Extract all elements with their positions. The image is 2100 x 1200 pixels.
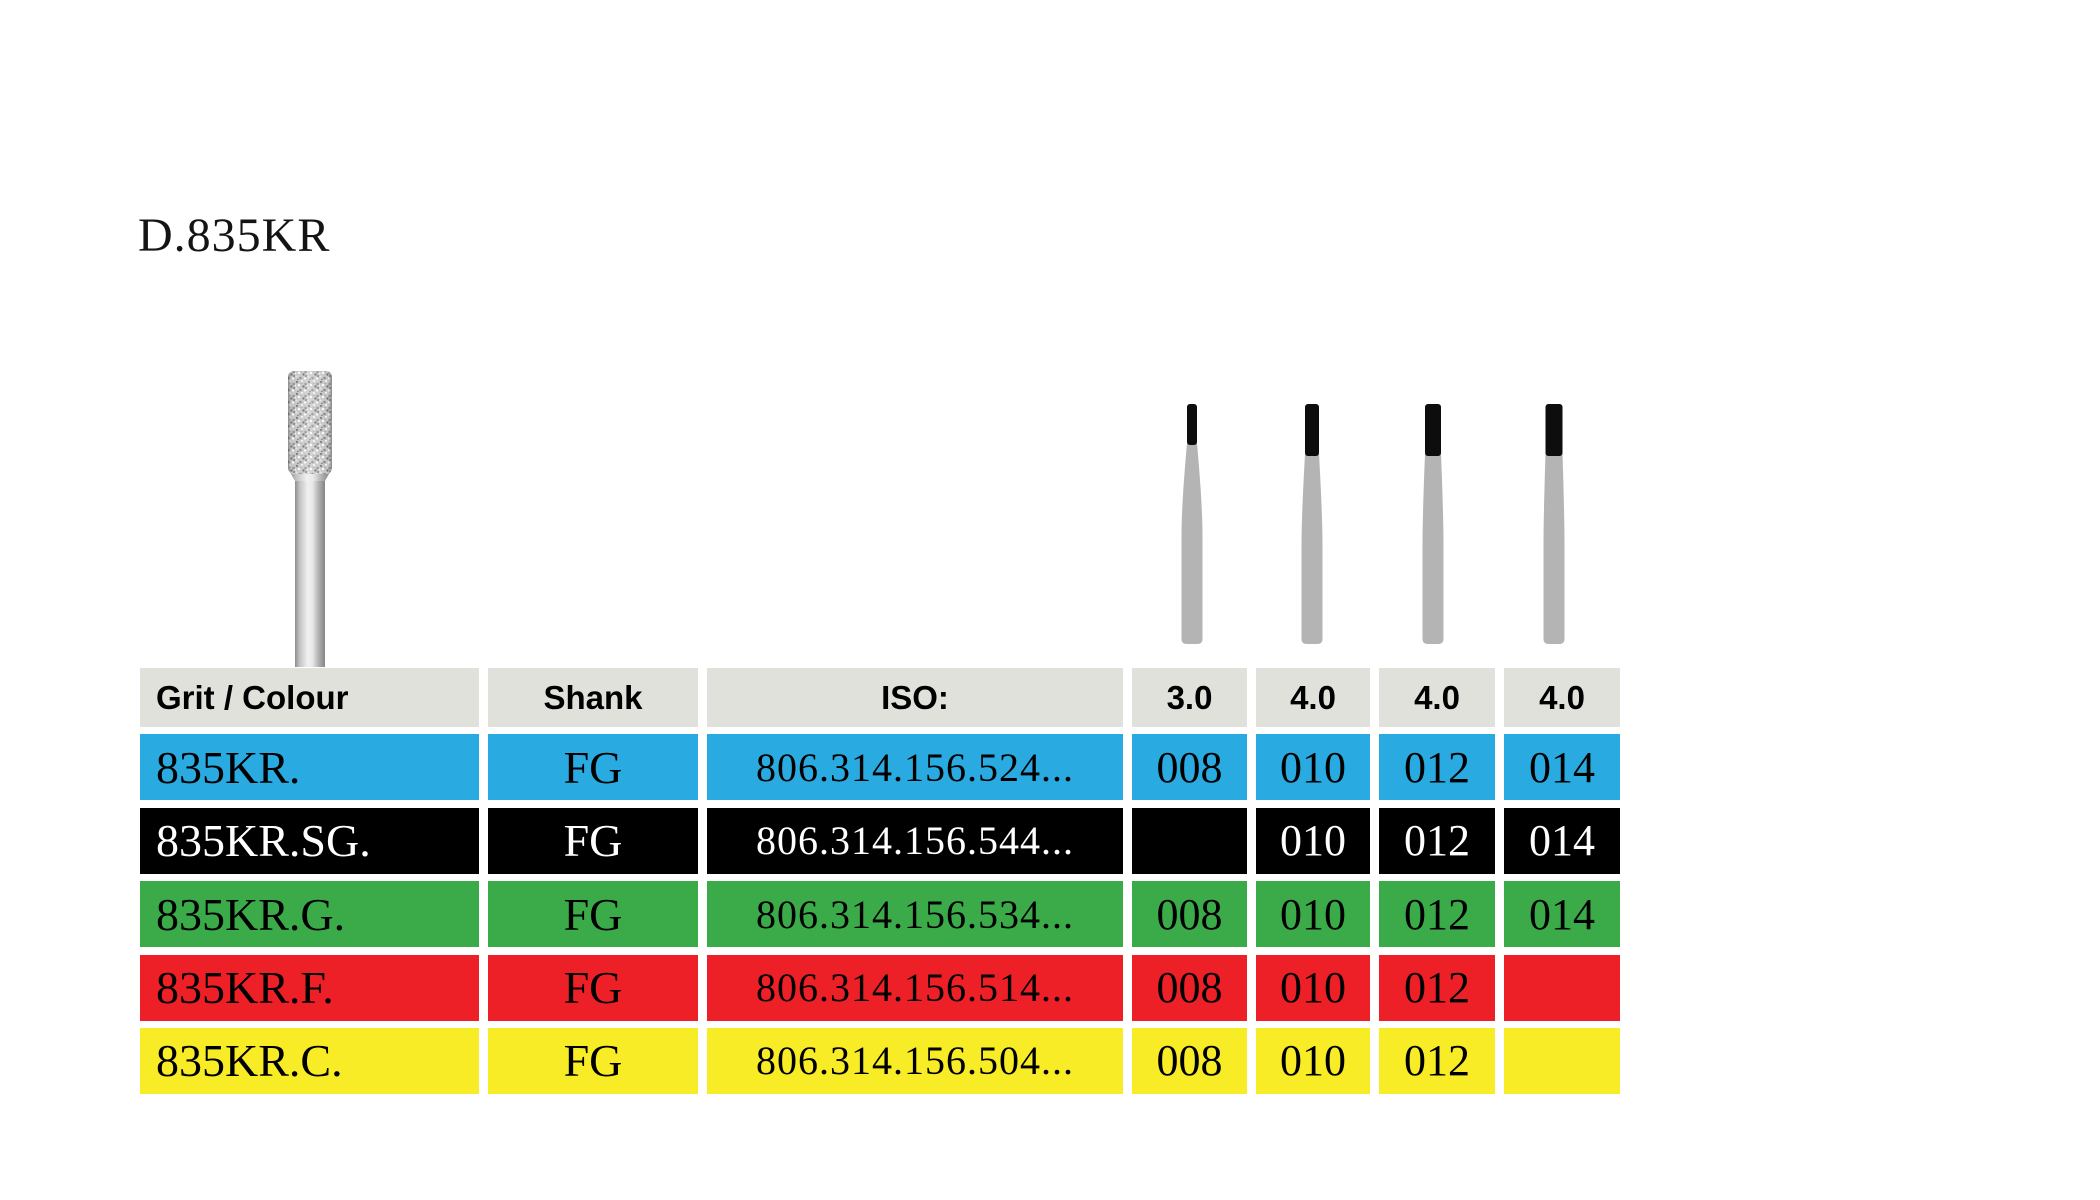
cell-size: 008: [1132, 881, 1247, 948]
cell-shank: FG: [488, 807, 698, 874]
column-header-size-4-0: 4.0: [1379, 668, 1495, 727]
cell-size: 014: [1504, 734, 1620, 801]
cell-grit: 835KR.SG.: [140, 807, 479, 874]
bur-head-shading: [288, 371, 332, 474]
cell-iso: 806.314.156.544...: [707, 807, 1123, 874]
icon-tip: [1425, 404, 1441, 456]
bur-profile-icon-010: [1301, 404, 1323, 644]
icon-shaft: [1301, 454, 1323, 644]
cell-grit: 835KR.G.: [140, 881, 479, 948]
bur-profile-icon-014: [1543, 404, 1565, 644]
column-header-size-4-0: 4.0: [1504, 668, 1620, 727]
cell-iso: 806.314.156.524...: [707, 734, 1123, 801]
icon-shaft: [1422, 454, 1444, 644]
cell-size: [1504, 1027, 1620, 1094]
cell-size: 008: [1132, 1027, 1247, 1094]
cell-size: 010: [1256, 1027, 1370, 1094]
bur-shank: [295, 468, 325, 667]
product-table: Grit / Colour Shank ISO: 3.0 4.0 4.0 4.0…: [140, 668, 1620, 1094]
cell-size: 008: [1132, 954, 1247, 1021]
cell-size: 008: [1132, 734, 1247, 801]
product-code-title: D.835KR: [138, 209, 331, 262]
diamond-bur-photo: [288, 371, 332, 667]
cell-size: 012: [1379, 954, 1495, 1021]
cell-size: 012: [1379, 734, 1495, 801]
icon-shaft: [1543, 454, 1565, 644]
cell-size: 012: [1379, 1027, 1495, 1094]
cell-size: [1504, 954, 1620, 1021]
cell-iso: 806.314.156.534...: [707, 881, 1123, 948]
cell-size: 010: [1256, 734, 1370, 801]
cell-shank: FG: [488, 954, 698, 1021]
column-header-shank: Shank: [488, 668, 698, 727]
cell-iso: 806.314.156.504...: [707, 1027, 1123, 1094]
icon-shaft: [1181, 443, 1203, 644]
cell-size: 010: [1256, 954, 1370, 1021]
icon-tip: [1545, 404, 1563, 456]
cell-grit: 835KR.: [140, 734, 479, 801]
cell-iso: 806.314.156.514...: [707, 954, 1123, 1021]
bur-profile-icon-008: [1181, 404, 1203, 644]
cell-size: 010: [1256, 807, 1370, 874]
cell-size: [1132, 807, 1247, 874]
bur-neck: [290, 472, 330, 481]
cell-size: 012: [1379, 881, 1495, 948]
column-header-size-3-0: 3.0: [1132, 668, 1247, 727]
column-header-iso: ISO:: [707, 668, 1123, 727]
cell-shank: FG: [488, 734, 698, 801]
cell-size: 014: [1504, 807, 1620, 874]
column-header-grit-colour: Grit / Colour: [140, 668, 479, 727]
cell-shank: FG: [488, 881, 698, 948]
cell-shank: FG: [488, 1027, 698, 1094]
cell-grit: 835KR.F.: [140, 954, 479, 1021]
bur-profile-icon-012: [1422, 404, 1444, 644]
cell-grit: 835KR.C.: [140, 1027, 479, 1094]
column-header-size-4-0: 4.0: [1256, 668, 1370, 727]
cell-size: 012: [1379, 807, 1495, 874]
icon-tip: [1187, 404, 1197, 445]
cell-size: 010: [1256, 881, 1370, 948]
icon-tip: [1305, 404, 1319, 456]
cell-size: 014: [1504, 881, 1620, 948]
